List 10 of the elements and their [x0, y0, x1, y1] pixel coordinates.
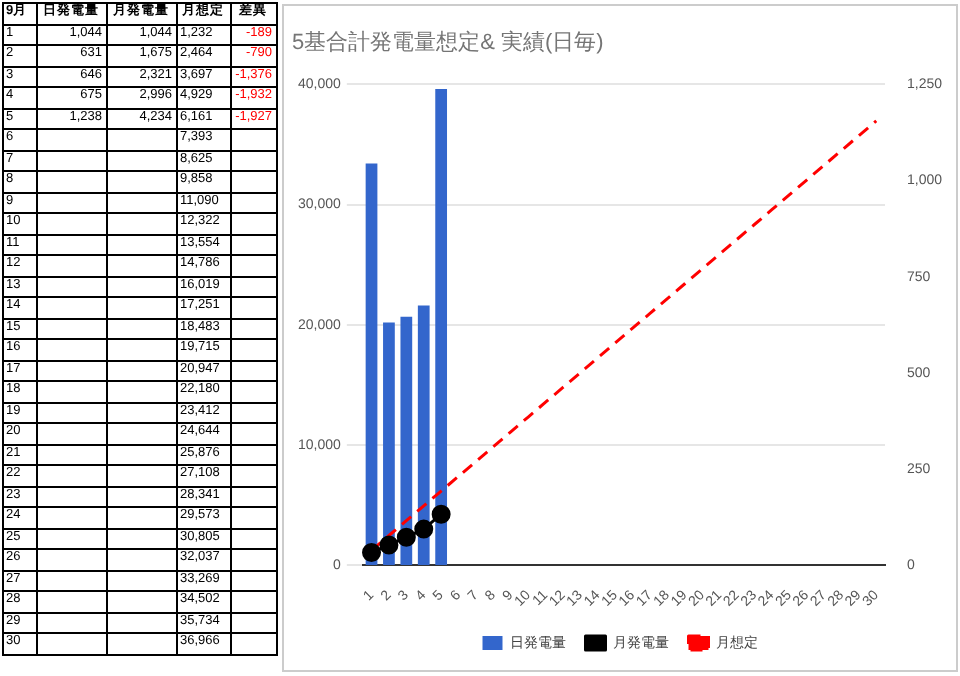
bar	[435, 89, 448, 566]
point	[379, 535, 399, 555]
point	[414, 519, 434, 539]
bar	[383, 322, 395, 566]
point	[362, 543, 382, 563]
bar	[400, 316, 413, 566]
bar	[417, 305, 430, 566]
point	[431, 504, 451, 524]
point	[396, 527, 416, 547]
chart-title: 5基合計発電量想定& 実績(日毎)	[292, 29, 604, 56]
